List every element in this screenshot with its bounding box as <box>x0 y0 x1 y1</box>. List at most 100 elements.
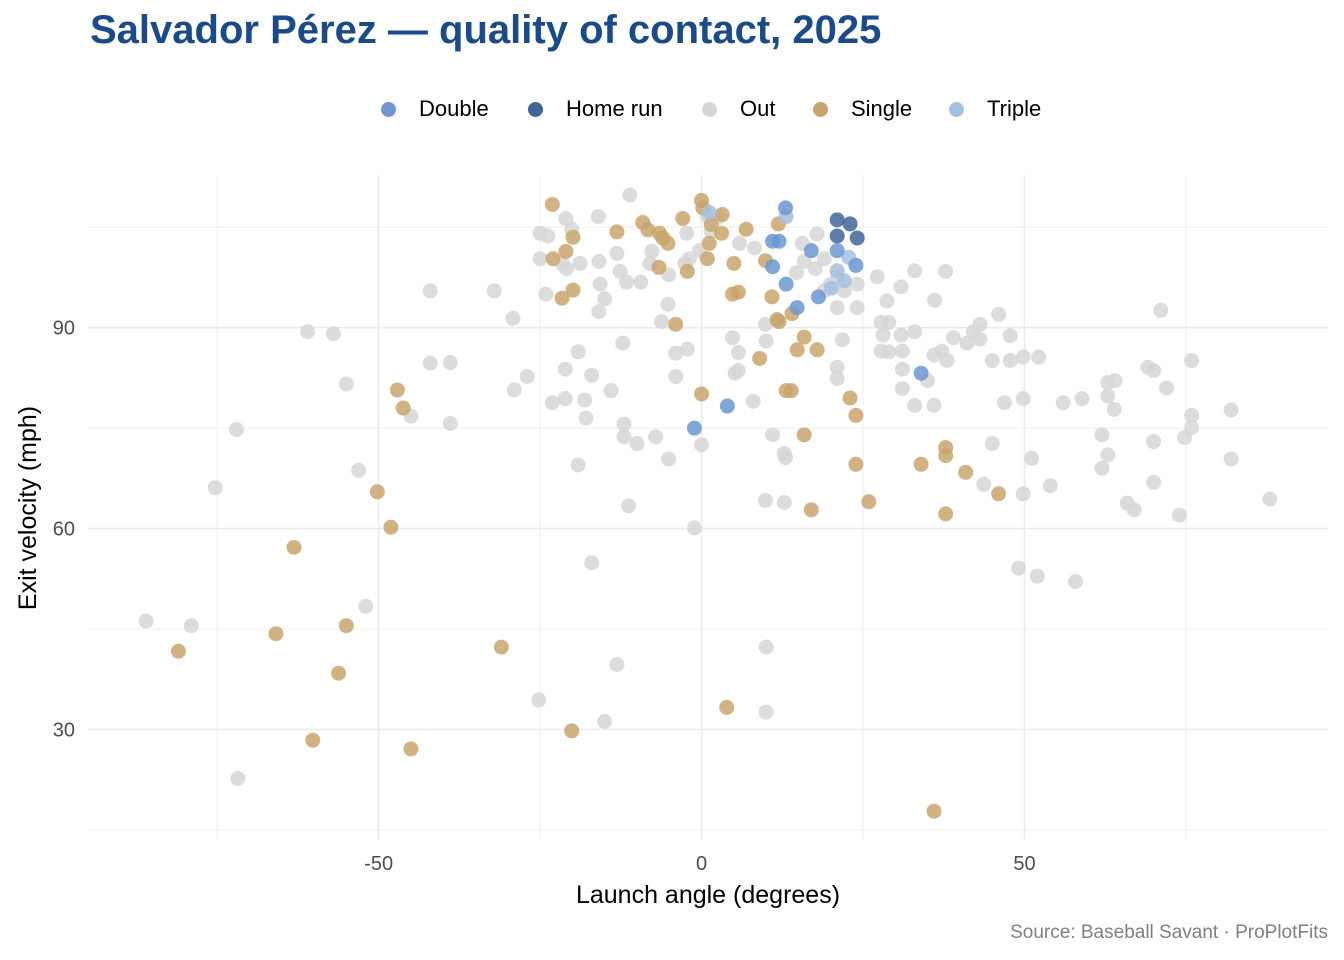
data-point-out <box>325 326 341 342</box>
data-point-single <box>714 207 730 223</box>
legend: Double Home run Out Single Triple <box>0 94 1344 124</box>
legend-marker-triple <box>949 101 964 117</box>
data-point-out <box>1262 491 1278 507</box>
data-point-out <box>557 391 573 407</box>
legend-label-triple: Triple <box>987 96 1042 121</box>
data-point-out <box>577 392 593 408</box>
data-point-out <box>668 369 684 385</box>
data-point-out <box>881 344 897 360</box>
data-point-out <box>984 353 1000 369</box>
x-axis-title: Launch angle (degrees) <box>576 881 840 909</box>
data-point-out <box>138 613 154 629</box>
data-point-double <box>719 398 735 414</box>
data-point-out <box>765 427 781 443</box>
data-point-out <box>1100 447 1116 463</box>
legend-item-double: Double <box>381 94 489 124</box>
data-point-out <box>796 253 812 269</box>
data-point-home-run <box>829 228 845 244</box>
data-point-out <box>996 395 1012 411</box>
data-point-out <box>422 355 438 371</box>
source-caption: Source: Baseball Savant · ProPlotFits <box>1010 922 1328 943</box>
data-point-out <box>1002 328 1018 344</box>
data-point-double <box>765 259 781 275</box>
data-point-out <box>907 397 923 413</box>
data-point-out <box>358 598 374 614</box>
data-point-single <box>403 741 419 757</box>
data-point-out <box>959 335 975 351</box>
data-point-double <box>686 420 702 436</box>
data-point-out <box>338 376 354 392</box>
x-tick-label: 0 <box>696 853 707 875</box>
data-point-double <box>810 289 826 305</box>
data-point-out <box>578 410 594 426</box>
data-point-out <box>183 618 199 634</box>
data-point-out <box>1094 460 1110 476</box>
data-point-out <box>505 310 521 326</box>
legend-marker-single <box>813 101 828 117</box>
data-point-out <box>945 330 961 346</box>
data-point-single <box>331 665 347 681</box>
data-point-out <box>559 261 575 277</box>
data-point-out <box>939 353 955 369</box>
legend-label-out: Out <box>740 96 776 121</box>
data-point-single <box>848 407 864 423</box>
data-point-triple <box>836 273 852 289</box>
y-tick-label: 90 <box>53 318 75 340</box>
data-point-single <box>701 235 717 251</box>
data-point-out <box>849 300 865 316</box>
data-point-out <box>894 381 910 397</box>
series-single <box>170 192 1007 819</box>
data-point-out <box>829 359 845 375</box>
data-point-single <box>796 427 812 443</box>
data-point-out <box>591 304 607 320</box>
data-point-out <box>965 324 981 340</box>
data-point-out <box>725 330 741 346</box>
data-point-single <box>305 732 321 748</box>
data-point-out <box>694 437 710 453</box>
data-point-out <box>519 369 535 385</box>
data-point-out <box>1146 434 1162 450</box>
data-point-single <box>926 803 942 819</box>
data-point-double <box>848 257 864 273</box>
data-point-out <box>679 341 695 357</box>
data-point-out <box>1031 349 1047 365</box>
data-point-single <box>738 221 754 237</box>
data-point-single <box>726 255 742 271</box>
data-point-out <box>668 345 684 361</box>
legend-item-single: Single <box>813 94 912 124</box>
legend-marker-home-run <box>528 101 543 117</box>
data-point-out <box>1184 407 1200 423</box>
data-point-out <box>1015 486 1031 502</box>
data-point-out <box>834 332 850 348</box>
data-point-out <box>875 327 891 343</box>
data-point-single <box>764 289 780 305</box>
data-point-single <box>769 312 785 328</box>
y-tick-label: 60 <box>53 519 75 541</box>
data-point-out <box>597 713 613 729</box>
data-point-out <box>609 245 625 261</box>
data-point-out <box>616 429 632 445</box>
data-point-out <box>629 436 645 452</box>
data-point-single <box>651 259 667 275</box>
data-point-out <box>1146 474 1162 490</box>
data-point-out <box>1029 568 1045 584</box>
x-tick-label: -50 <box>364 853 393 875</box>
legend-item-home-run: Home run <box>528 94 663 124</box>
data-point-out <box>778 450 793 466</box>
legend-item-out: Out <box>702 94 775 124</box>
data-point-out <box>422 283 438 299</box>
data-point-out <box>732 235 748 251</box>
data-point-out <box>1171 507 1187 523</box>
y-axis-title: Exit velocity (mph) <box>14 406 42 610</box>
data-point-out <box>229 421 245 437</box>
data-point-out <box>1146 363 1162 379</box>
data-point-out <box>829 371 845 387</box>
data-point-out <box>938 263 954 279</box>
data-point-out <box>1015 391 1031 407</box>
legend-label-single: Single <box>851 96 913 121</box>
data-point-out <box>622 187 638 203</box>
data-point-out <box>544 395 560 411</box>
data-point-out <box>927 292 943 308</box>
data-point-out <box>540 228 556 244</box>
y-tick-label: 30 <box>53 720 75 742</box>
